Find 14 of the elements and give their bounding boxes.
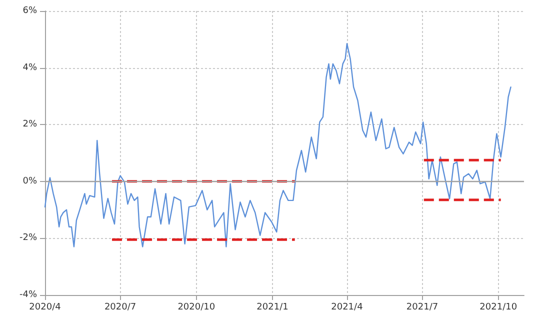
- line-series: [44, 43, 512, 248]
- y-tick-label: -2%: [19, 233, 38, 244]
- x-tick-label: 2020/4: [29, 302, 62, 312]
- x-tick-label: 2021/7: [406, 302, 438, 312]
- y-tick-label: 4%: [22, 62, 38, 73]
- x-tick-label: 2020/7: [104, 302, 136, 312]
- x-tick-label: 2021/1: [256, 302, 288, 312]
- y-tick-label: 6%: [22, 6, 38, 16]
- y-tick-label: 0%: [22, 176, 38, 186]
- x-tick-label: 2021/4: [331, 302, 364, 312]
- y-tick-label: -4%: [19, 290, 38, 300]
- x-tick-label: 2020/10: [178, 302, 216, 312]
- y-tick-label: 2%: [22, 120, 38, 130]
- x-tick-label: 2021/10: [480, 302, 518, 312]
